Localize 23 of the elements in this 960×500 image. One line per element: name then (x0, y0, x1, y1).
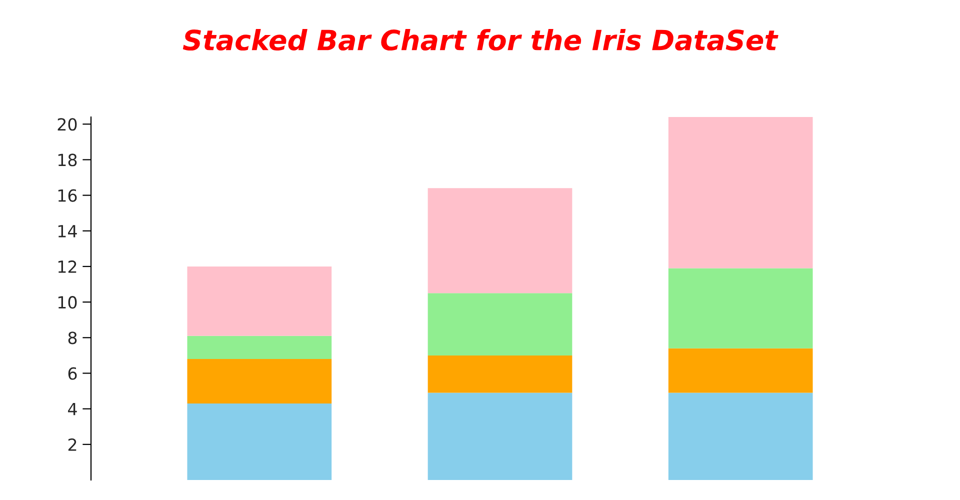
y-tick-label: 8 (68, 332, 77, 344)
y-tick-label: 2 (68, 438, 76, 451)
bar (668, 348, 813, 393)
bar (187, 336, 332, 359)
bar (668, 268, 813, 348)
bar (187, 403, 332, 480)
y-tick-label: 12 (58, 260, 76, 273)
bar (428, 392, 572, 480)
y-tick-label: 10 (58, 296, 77, 309)
y-tick-label: 20 (58, 118, 77, 131)
bar (668, 392, 813, 480)
bar (187, 359, 332, 404)
bar (428, 293, 572, 356)
y-tick-label: 4 (68, 403, 77, 416)
chart-title: Stacked Bar Chart for the Iris DataSet (182, 29, 778, 51)
y-tick-label: 18 (58, 154, 77, 166)
y-tick-label: 14 (58, 225, 77, 238)
bar (428, 188, 572, 294)
bar (668, 117, 813, 268)
bar (428, 355, 572, 393)
y-tick-label: 6 (68, 367, 77, 380)
bar (187, 266, 332, 336)
y-tick-label: 16 (58, 189, 77, 202)
